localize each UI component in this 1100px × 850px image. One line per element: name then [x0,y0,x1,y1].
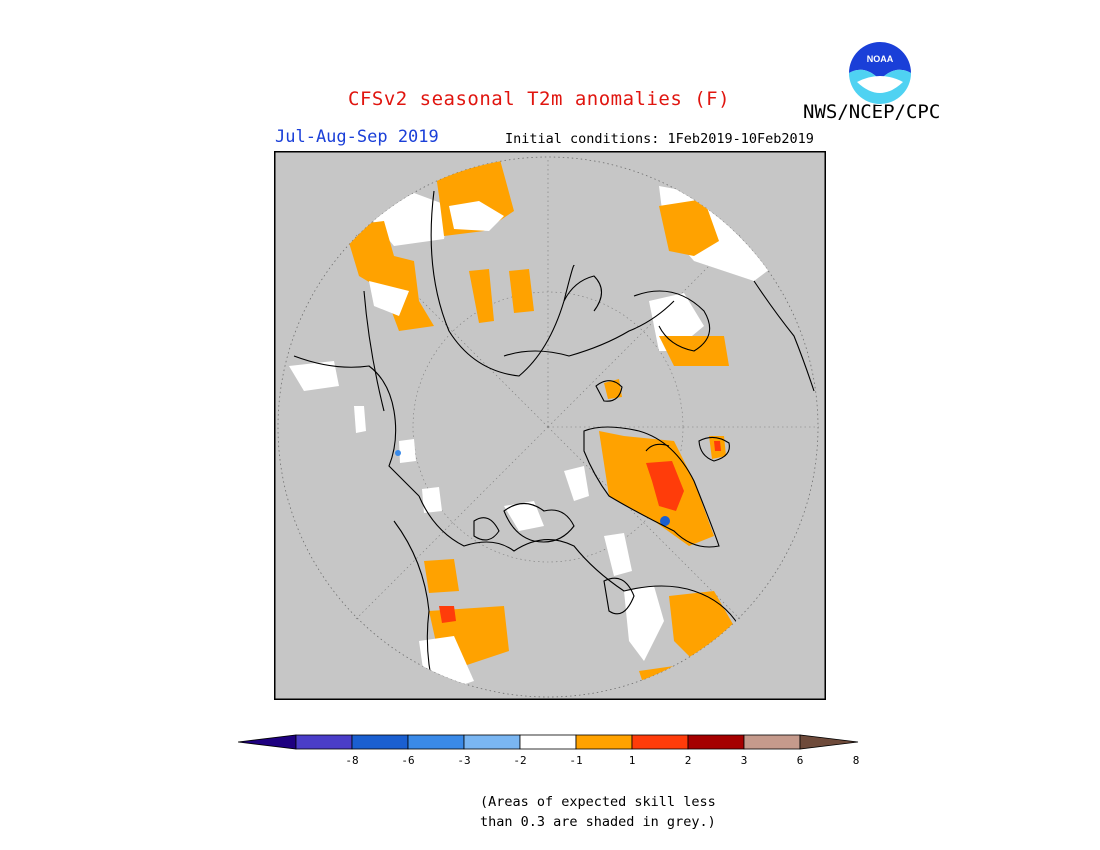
iceland-red-spot [714,441,721,451]
colorbar-box [631,734,689,750]
alaska-white-strip [354,406,366,433]
arctic-canada-white-patch [564,466,589,501]
skill-note-line1: (Areas of expected skill less [480,794,716,810]
colorbar-tick-label: 2 [685,754,692,767]
logo-text: NOAA [867,54,894,64]
colorbar-tick-label: -6 [401,754,414,767]
colorbar-box [519,734,577,750]
nwt-white-patch [422,487,442,513]
colorbar-box [575,734,633,750]
eastern-canada-white-patch [624,586,664,661]
alaska-white-patch [289,361,339,391]
colorbar-box [463,734,521,750]
canada-anomaly-region [504,466,734,691]
greenland-red-patch [646,461,684,511]
colorbar-tick-label: 1 [629,754,636,767]
colorbar-box [351,734,409,750]
map-frame [274,151,826,700]
skill-note-line2: than 0.3 are shaded in grey.) [480,814,716,830]
arctic-islands-white-patch [504,501,544,531]
colorbar-box [295,734,353,750]
siberia-white-patch [449,201,504,231]
forecast-period: Jul-Aug-Sep 2019 [275,127,439,147]
noaa-logo: NOAA [848,41,912,105]
colorbar-arrow-low [238,734,297,750]
colorbar-arrow-high [799,734,859,750]
western-canada-orange-patch [424,559,459,593]
asia-white-patch-2 [369,281,409,316]
asia-orange-patch [344,221,434,331]
colorbar-tick-label: -8 [345,754,358,767]
western-us-red-spot [439,606,456,623]
colorbar-box [407,734,465,750]
greenland-anomaly-region [599,379,726,546]
asia-orange-strip [469,269,494,323]
colorbar-tick-label: -3 [457,754,470,767]
colorbar-box [687,734,745,750]
alaska-anomaly-region [289,361,442,513]
colorbar-tick-label: -2 [513,754,526,767]
polar-anomaly-map [274,151,826,700]
colorbar-tick-label: 3 [741,754,748,767]
europe-orange-patch [659,199,719,256]
asia-orange-strip-2 [509,269,534,313]
org-label: NWS/NCEP/CPC [803,101,941,123]
greenland-blue-spot [660,516,670,526]
colorbar-tick-label: 8 [853,754,860,767]
colorbar-box [743,734,801,750]
colorbar-tick-label: -1 [569,754,582,767]
yukon-white-patch [399,439,416,463]
initial-conditions: Initial conditions: 1Feb2019-10Feb2019 [505,131,814,147]
yukon-blue-spot [395,450,401,456]
colorbar-tick-label: 6 [797,754,804,767]
skill-note: (Areas of expected skill less than 0.3 a… [480,792,716,832]
map-title: CFSv2 seasonal T2m anomalies (F) [348,88,731,110]
eastern-canada-orange-patch [669,591,734,661]
coastlines [293,190,815,692]
baffin-white-patch [604,533,632,576]
anomaly-colorbar: -8 -6 -3 -2 -1 1 2 3 6 8 [238,734,860,767]
